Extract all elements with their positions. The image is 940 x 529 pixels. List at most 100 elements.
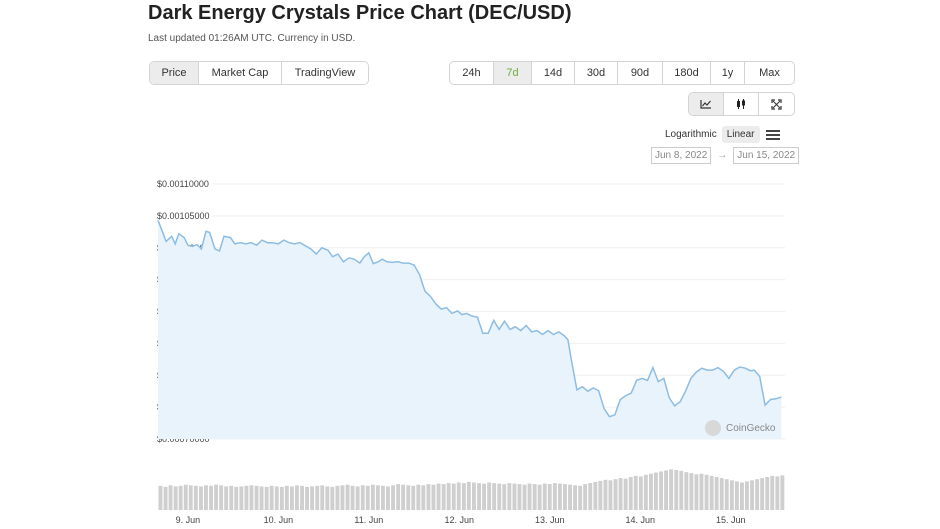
volume-bar <box>643 474 648 510</box>
volume-bar <box>188 485 193 511</box>
volume-bar <box>588 483 593 511</box>
volume-bar <box>340 485 345 511</box>
volume-bar <box>638 476 643 510</box>
range-14d[interactable]: 14d <box>532 62 575 84</box>
volume-bar <box>239 486 244 510</box>
volume-bar <box>375 485 380 511</box>
volume-bar <box>552 483 557 511</box>
volume-bar <box>436 483 441 510</box>
scale-linear[interactable]: Linear <box>721 126 760 143</box>
candlestick-icon <box>737 99 745 109</box>
volume-bar <box>679 470 684 510</box>
chart-type-tabs: Price Market Cap TradingView <box>149 61 369 85</box>
range-24h[interactable]: 24h <box>450 62 494 84</box>
volume-bar <box>568 484 572 510</box>
volume-bar <box>416 484 421 510</box>
volume-bar <box>613 479 618 510</box>
volume-bar <box>461 483 466 511</box>
volume-bar <box>204 485 208 511</box>
chart-view-buttons <box>688 92 795 116</box>
volume-bar <box>719 478 724 510</box>
volume-bar <box>472 482 476 510</box>
volume-bar <box>264 486 269 510</box>
volume-bar <box>724 479 729 510</box>
volume-bar <box>370 484 375 510</box>
volume-bar <box>335 485 340 510</box>
volume-bar <box>456 482 461 510</box>
volume-bar <box>305 486 309 510</box>
tab-price[interactable]: Price <box>150 62 199 84</box>
volume-bar <box>477 483 481 511</box>
coingecko-logo-icon <box>705 420 721 436</box>
volume-bar <box>325 486 330 510</box>
range-30d[interactable]: 30d <box>575 62 618 84</box>
volume-bar <box>563 484 567 510</box>
volume-bar <box>249 485 254 511</box>
tab-market-cap[interactable]: Market Cap <box>199 62 282 84</box>
volume-bar <box>310 486 315 510</box>
volume-bar <box>750 480 754 510</box>
page-title: Dark Energy Crystals Price Chart (DEC/US… <box>148 2 572 24</box>
volume-bar <box>573 485 577 511</box>
volume-bar <box>330 486 335 510</box>
range-max[interactable]: Max <box>759 67 780 79</box>
volume-bar <box>193 485 198 510</box>
x-tick-label: 15. Jun <box>716 515 746 525</box>
hamburger-menu-icon[interactable] <box>765 128 780 142</box>
volume-bar <box>512 483 517 510</box>
volume-bar <box>492 483 497 511</box>
candlestick-button[interactable] <box>724 93 759 115</box>
range-7d[interactable]: 7d <box>494 62 532 84</box>
scale-toggle: Logarithmic Linear <box>660 126 780 143</box>
volume-bar <box>669 469 674 510</box>
volume-bar <box>254 485 259 510</box>
volume-bar <box>740 482 744 510</box>
tab-tradingview[interactable]: TradingView <box>294 67 356 79</box>
range-180d[interactable]: 180d <box>663 62 711 84</box>
volume-bar <box>729 480 734 510</box>
range-1y[interactable]: 1y <box>711 62 745 84</box>
date-range-picker: Jun 8, 2022 → Jun 15, 2022 <box>651 147 800 164</box>
watermark-text: CoinGecko <box>726 422 776 434</box>
date-from-input[interactable]: Jun 8, 2022 <box>651 147 712 164</box>
volume-bar <box>401 484 406 510</box>
volume-bar <box>775 476 780 510</box>
volume-bar <box>381 485 385 510</box>
volume-bar <box>214 484 218 510</box>
range-90d[interactable]: 90d <box>618 62 663 84</box>
volume-bar <box>279 486 284 510</box>
volume-bar <box>391 485 395 511</box>
last-updated-text: Last updated 01:26AM UTC. Currency in US… <box>148 33 356 44</box>
volume-bar <box>714 477 719 510</box>
volume-bar <box>229 485 234 510</box>
volume-bar <box>755 479 760 510</box>
volume-bar <box>441 484 446 510</box>
volume-bar <box>603 479 608 511</box>
line-chart-button[interactable] <box>689 93 724 115</box>
volume-bar <box>295 485 299 511</box>
fullscreen-button[interactable] <box>759 93 794 115</box>
volume-bar <box>355 486 360 510</box>
y-tick-label: $0.00110000 <box>157 179 209 189</box>
x-tick-label: 11. Jun <box>354 515 383 525</box>
volume-bar <box>527 483 532 510</box>
volume-bar <box>173 486 178 510</box>
volume-bar <box>386 486 390 510</box>
volume-bar <box>709 475 714 510</box>
volume-bar <box>502 484 507 510</box>
x-tick-label: 12. Jun <box>445 515 475 525</box>
scale-logarithmic[interactable]: Logarithmic <box>665 129 717 140</box>
date-to-input[interactable]: Jun 15, 2022 <box>733 147 800 164</box>
volume-bar <box>704 474 709 510</box>
price-area-fill <box>158 220 782 439</box>
volume-bar <box>274 486 279 510</box>
volume-bar <box>699 473 704 510</box>
volume-bar <box>406 485 411 511</box>
volume-bar <box>593 481 598 510</box>
volume-bar <box>583 484 588 510</box>
volume-bar <box>537 484 542 510</box>
volume-bar <box>178 485 183 510</box>
x-tick-label: 10. Jun <box>264 515 294 525</box>
volume-bar <box>421 485 426 511</box>
volume-bar <box>633 475 638 510</box>
